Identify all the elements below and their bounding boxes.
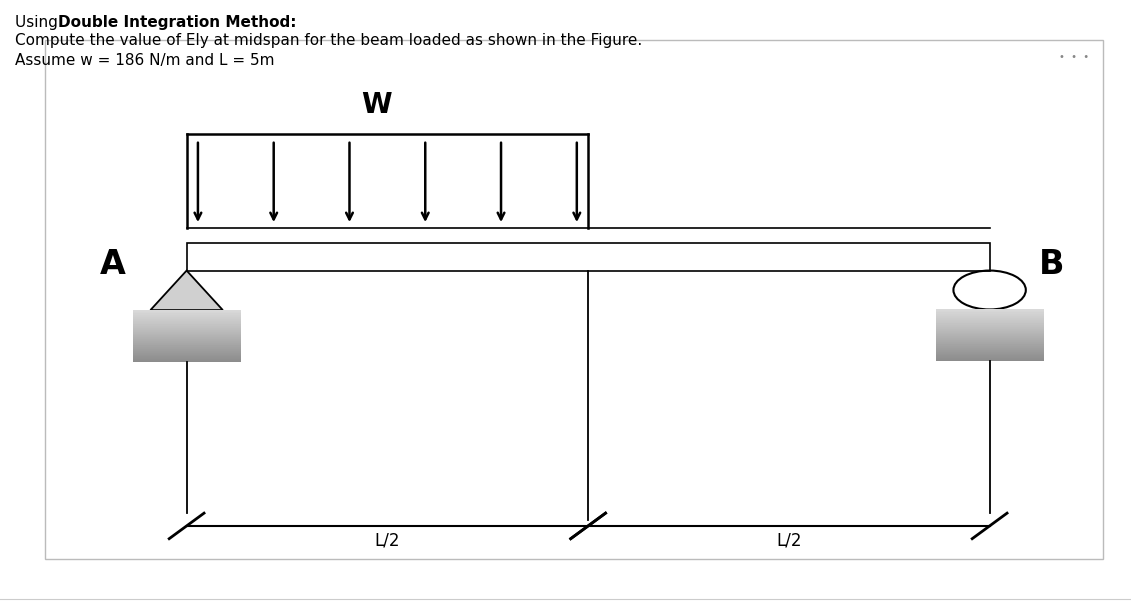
Text: Using: Using: [15, 15, 62, 30]
Bar: [45, 40, 1103, 559]
Bar: [187, 243, 990, 271]
Text: W: W: [361, 91, 391, 119]
Text: Double Integration Method:: Double Integration Method:: [58, 15, 296, 30]
Bar: [133, 310, 241, 362]
Text: L/2: L/2: [776, 531, 802, 549]
Text: Assume w = 186 N/m and L = 5m: Assume w = 186 N/m and L = 5m: [15, 53, 274, 68]
Text: B: B: [1039, 248, 1064, 281]
Text: L/2: L/2: [374, 531, 400, 549]
Text: Compute the value of Ely at midspan for the beam loaded as shown in the Figure.: Compute the value of Ely at midspan for …: [15, 33, 642, 49]
Bar: [936, 309, 1043, 361]
Polygon shape: [150, 271, 223, 310]
Text: A: A: [101, 248, 126, 281]
Text: •  •  •: • • •: [1059, 52, 1089, 61]
